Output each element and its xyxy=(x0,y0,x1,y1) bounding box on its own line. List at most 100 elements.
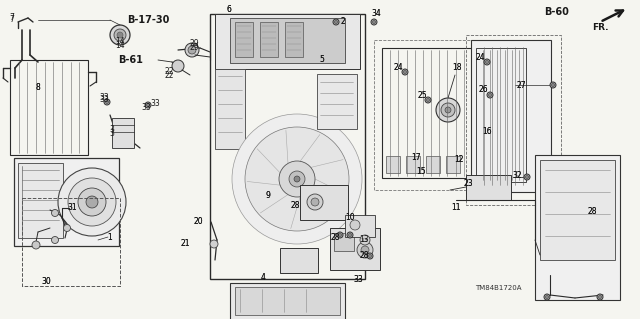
Bar xyxy=(235,22,253,57)
Circle shape xyxy=(147,103,150,107)
Bar xyxy=(18,163,63,238)
Circle shape xyxy=(117,32,123,38)
Text: B-17-30: B-17-30 xyxy=(127,15,169,25)
Bar xyxy=(471,40,551,192)
Circle shape xyxy=(78,188,106,216)
Bar xyxy=(235,287,340,315)
Circle shape xyxy=(337,232,343,238)
Text: 9: 9 xyxy=(266,190,271,199)
Text: 27: 27 xyxy=(516,80,526,90)
Text: 11: 11 xyxy=(451,204,461,212)
Circle shape xyxy=(145,102,151,108)
Text: 33: 33 xyxy=(99,95,109,105)
Circle shape xyxy=(289,171,305,187)
Bar xyxy=(260,22,278,57)
Circle shape xyxy=(347,232,353,238)
Bar xyxy=(476,45,531,187)
Circle shape xyxy=(294,176,300,182)
Bar xyxy=(466,175,511,200)
Circle shape xyxy=(598,295,602,299)
Text: 2: 2 xyxy=(340,18,346,26)
Circle shape xyxy=(545,295,548,299)
Text: 29: 29 xyxy=(189,42,199,51)
Text: 22: 22 xyxy=(164,70,173,79)
Text: 25: 25 xyxy=(417,91,427,100)
Circle shape xyxy=(86,196,98,208)
Bar xyxy=(426,156,440,173)
Bar xyxy=(330,228,380,270)
Circle shape xyxy=(524,174,530,180)
Bar xyxy=(14,158,119,246)
Bar xyxy=(215,14,360,69)
Circle shape xyxy=(426,99,429,101)
Text: 8: 8 xyxy=(36,84,40,93)
Circle shape xyxy=(58,168,126,236)
Circle shape xyxy=(349,234,351,236)
Text: 30: 30 xyxy=(41,278,51,286)
Text: 6: 6 xyxy=(227,5,232,14)
Text: 11: 11 xyxy=(451,204,461,212)
Circle shape xyxy=(552,84,554,86)
Bar xyxy=(535,155,620,300)
Bar xyxy=(540,160,615,260)
Text: B-60: B-60 xyxy=(545,7,570,17)
Text: 33: 33 xyxy=(141,102,151,112)
Text: 6: 6 xyxy=(227,5,232,14)
Bar xyxy=(112,118,134,148)
Circle shape xyxy=(106,100,109,103)
Circle shape xyxy=(544,294,550,300)
Circle shape xyxy=(32,241,40,249)
Circle shape xyxy=(210,240,218,248)
Circle shape xyxy=(403,70,406,73)
Circle shape xyxy=(339,234,342,236)
Text: 34: 34 xyxy=(371,9,381,18)
Text: B-61: B-61 xyxy=(118,55,143,65)
Text: 29: 29 xyxy=(189,39,199,48)
Text: 26: 26 xyxy=(478,85,488,94)
Text: 33: 33 xyxy=(99,93,109,101)
Text: 21: 21 xyxy=(180,239,189,248)
Circle shape xyxy=(436,98,460,122)
Circle shape xyxy=(425,97,431,103)
Circle shape xyxy=(597,294,603,300)
Circle shape xyxy=(335,20,337,24)
Text: 31: 31 xyxy=(67,203,77,211)
Text: 28: 28 xyxy=(291,201,300,210)
Circle shape xyxy=(488,93,492,97)
Text: 13: 13 xyxy=(360,238,368,242)
Bar xyxy=(285,22,303,57)
Text: 25: 25 xyxy=(417,91,427,100)
Text: 4: 4 xyxy=(260,273,266,283)
Text: 24: 24 xyxy=(393,63,403,72)
Circle shape xyxy=(371,19,377,25)
Text: 28: 28 xyxy=(291,201,300,210)
Text: 30: 30 xyxy=(41,278,51,286)
Circle shape xyxy=(550,82,556,88)
Bar xyxy=(374,40,480,190)
Text: 28: 28 xyxy=(588,207,596,217)
Text: 20: 20 xyxy=(193,218,203,226)
Text: 5: 5 xyxy=(319,56,324,64)
Text: 14: 14 xyxy=(115,41,125,50)
Text: 33: 33 xyxy=(353,275,363,284)
Text: FR.: FR. xyxy=(592,24,608,33)
Text: 16: 16 xyxy=(482,128,492,137)
Text: 10: 10 xyxy=(345,213,355,222)
Bar xyxy=(406,156,420,173)
Circle shape xyxy=(279,161,315,197)
Text: 9: 9 xyxy=(266,190,271,199)
Bar xyxy=(10,60,88,155)
Text: 7: 7 xyxy=(10,12,15,21)
Bar xyxy=(230,18,345,63)
Circle shape xyxy=(245,127,349,231)
Bar xyxy=(215,69,245,149)
Bar xyxy=(334,233,354,251)
Text: 18: 18 xyxy=(452,63,461,72)
Circle shape xyxy=(445,107,451,113)
Bar xyxy=(446,156,460,173)
Text: 20: 20 xyxy=(193,218,203,226)
Text: 12: 12 xyxy=(454,155,464,165)
Text: 33: 33 xyxy=(353,275,363,284)
Text: 7: 7 xyxy=(10,16,15,25)
Circle shape xyxy=(188,46,196,54)
